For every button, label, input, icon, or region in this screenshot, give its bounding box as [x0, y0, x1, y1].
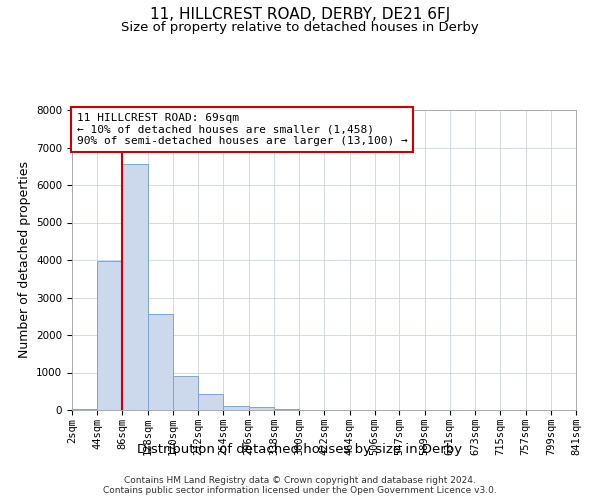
Bar: [173, 376, 198, 410]
Text: Distribution of detached houses by size in Derby: Distribution of detached houses by size …: [137, 442, 463, 456]
Bar: [274, 408, 299, 410]
Bar: [223, 406, 248, 410]
Bar: [198, 394, 223, 410]
Bar: [148, 314, 173, 410]
Bar: [97, 261, 122, 410]
Text: Contains HM Land Registry data © Crown copyright and database right 2024.
Contai: Contains HM Land Registry data © Crown c…: [103, 476, 497, 495]
Bar: [122, 164, 148, 410]
Bar: [248, 406, 274, 410]
Y-axis label: Number of detached properties: Number of detached properties: [17, 162, 31, 358]
Bar: [72, 409, 97, 410]
Text: 11 HILLCREST ROAD: 69sqm
← 10% of detached houses are smaller (1,458)
90% of sem: 11 HILLCREST ROAD: 69sqm ← 10% of detach…: [77, 113, 408, 146]
Text: Size of property relative to detached houses in Derby: Size of property relative to detached ho…: [121, 21, 479, 34]
Text: 11, HILLCREST ROAD, DERBY, DE21 6FJ: 11, HILLCREST ROAD, DERBY, DE21 6FJ: [150, 8, 450, 22]
